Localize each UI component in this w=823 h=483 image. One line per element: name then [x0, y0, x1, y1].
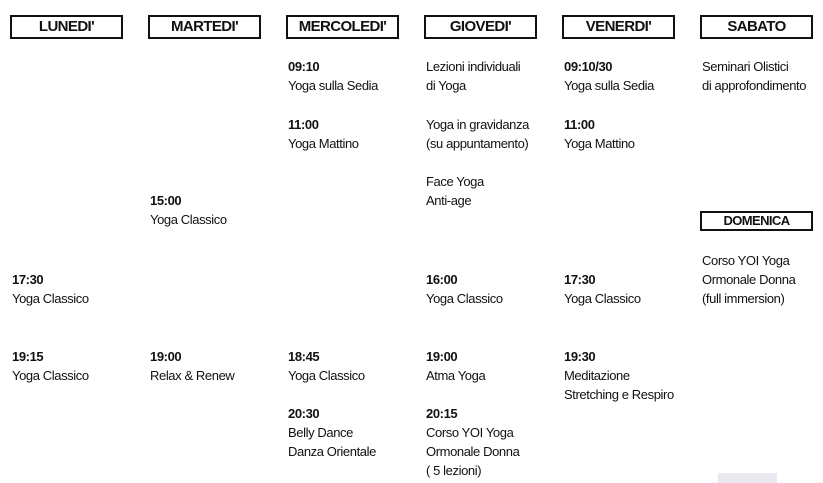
- class-name: Yoga sulla Sedia: [564, 78, 654, 93]
- class-name: Belly Dance: [288, 425, 353, 440]
- class-name: Corso YOI Yoga: [426, 425, 514, 440]
- class-name: Meditazione: [564, 368, 630, 383]
- class-entry: 19:30 Meditazione Stretching e Respiro: [564, 347, 674, 404]
- class-entry: 16:00 Yoga Classico: [426, 270, 503, 308]
- class-name: Seminari Olistici: [702, 59, 789, 74]
- day-header-sabato: SABATO: [700, 15, 813, 39]
- class-name: Yoga Classico: [426, 291, 503, 306]
- class-time: 15:00: [150, 193, 182, 208]
- class-name: Yoga in gravidanza: [426, 117, 529, 132]
- class-entry: Corso YOI Yoga Ormonale Donna (full immers…: [702, 251, 796, 308]
- class-entry: 11:00 Yoga Mattino: [288, 115, 359, 153]
- class-entry: Lezioni individuali di Yoga: [426, 57, 521, 95]
- class-name: Yoga Mattino: [564, 136, 635, 151]
- class-entry: 11:00 Yoga Mattino: [564, 115, 635, 153]
- class-time: 19:15: [12, 349, 44, 364]
- class-entry: 20:15 Corso YOI Yoga Ormonale Donna ( 5 lez…: [426, 404, 520, 480]
- class-time: 17:30: [12, 272, 44, 287]
- class-time: 11:00: [288, 117, 319, 132]
- class-name: Yoga Classico: [150, 212, 227, 227]
- class-time: 19:00: [426, 349, 458, 364]
- class-name: Yoga sulla Sedia: [288, 78, 378, 93]
- day-header-domenica: DOMENICA: [700, 211, 813, 231]
- class-time: 20:30: [288, 406, 320, 421]
- class-entry: 09:10/30 Yoga sulla Sedia: [564, 57, 654, 95]
- class-name: Relax & Renew: [150, 368, 235, 383]
- class-time: 09:10/30: [564, 59, 613, 74]
- class-entry: 18:45 Yoga Classico: [288, 347, 365, 385]
- class-entry: Seminari Olistici di approfondimento: [702, 57, 807, 95]
- class-entry: 09:10 Yoga sulla Sedia: [288, 57, 378, 95]
- class-name: Yoga Classico: [564, 291, 641, 306]
- class-time: 16:00: [426, 272, 458, 287]
- class-name: Yoga Classico: [12, 368, 89, 383]
- class-name: (su appuntamento): [426, 136, 529, 151]
- class-entry: 15:00 Yoga Classico: [150, 191, 227, 229]
- class-time: 19:00: [150, 349, 182, 364]
- day-header-martedi: MARTEDI': [148, 15, 261, 39]
- class-name: di Yoga: [426, 78, 466, 93]
- class-name: Yoga Classico: [288, 368, 365, 383]
- class-entry: Yoga in gravidanza (su appuntamento): [426, 115, 529, 153]
- class-time: 17:30: [564, 272, 596, 287]
- class-name: Ormonale Donna: [702, 272, 796, 287]
- class-time: 20:15: [426, 406, 458, 421]
- class-name: Stretching e Respiro: [564, 387, 674, 402]
- class-entry: 19:15 Yoga Classico: [12, 347, 89, 385]
- class-name: (full immersion): [702, 291, 785, 306]
- class-name: Lezioni individuali: [426, 59, 521, 74]
- class-name: Atma Yoga: [426, 368, 486, 383]
- class-time: 09:10: [288, 59, 320, 74]
- class-entry: 20:30 Belly Dance Danza Orientale: [288, 404, 376, 461]
- day-header-giovedi: GIOVEDI': [424, 15, 537, 39]
- class-entry: 17:30 Yoga Classico: [12, 270, 89, 308]
- class-name: Danza Orientale: [288, 444, 376, 459]
- scroll-indicator: [718, 473, 777, 483]
- class-name: Anti-age: [426, 193, 472, 208]
- class-entry: 19:00 Atma Yoga: [426, 347, 486, 385]
- day-header-mercoledi: MERCOLEDI': [286, 15, 399, 39]
- class-time: 19:30: [564, 349, 596, 364]
- class-time: 18:45: [288, 349, 320, 364]
- day-header-lunedi: LUNEDI': [10, 15, 123, 39]
- class-time: 11:00: [564, 117, 595, 132]
- class-name: di approfondimento: [702, 78, 807, 93]
- class-name: Face Yoga: [426, 174, 484, 189]
- class-name: Ormonale Donna: [426, 444, 520, 459]
- class-entry: Face Yoga Anti-age: [426, 172, 484, 210]
- class-name: Corso YOI Yoga: [702, 253, 790, 268]
- class-name: Yoga Mattino: [288, 136, 359, 151]
- day-header-venerdi: VENERDI': [562, 15, 675, 39]
- class-name: ( 5 lezioni): [426, 463, 482, 478]
- class-name: Yoga Classico: [12, 291, 89, 306]
- class-entry: 19:00 Relax & Renew: [150, 347, 235, 385]
- class-entry: 17:30 Yoga Classico: [564, 270, 641, 308]
